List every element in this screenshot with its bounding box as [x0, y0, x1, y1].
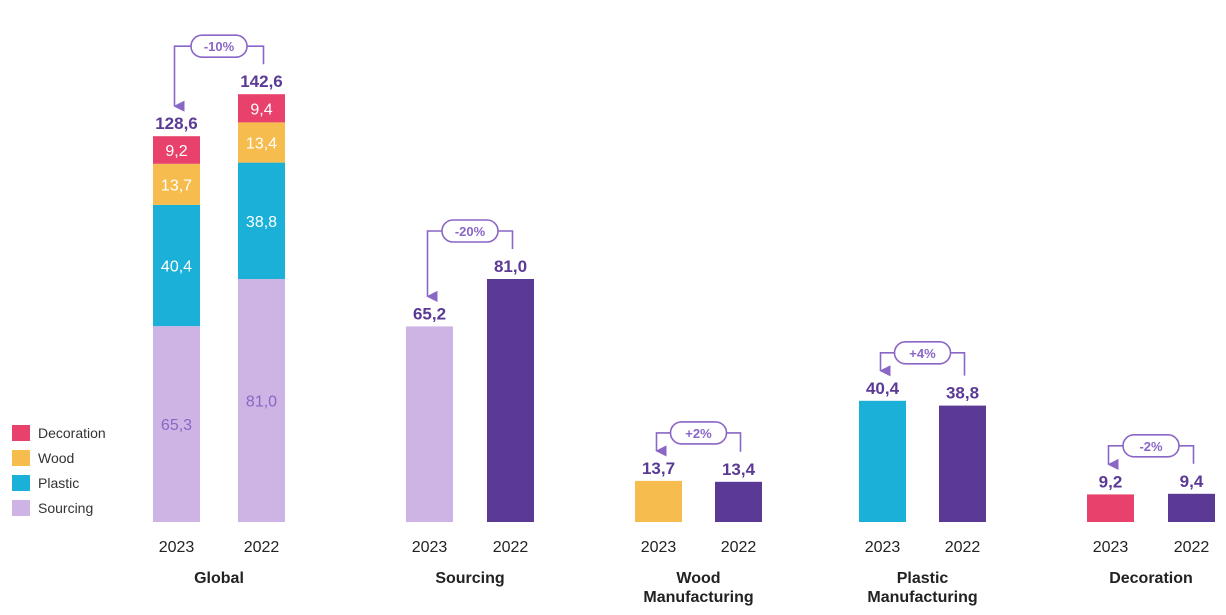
year-label-2022: 2022: [493, 539, 529, 556]
data-label-sourcing-2022: 81,0: [494, 257, 527, 276]
bar-decoration-2023: [1087, 494, 1134, 522]
year-label-2022: 2022: [1174, 539, 1210, 556]
group-label-sourcing: Sourcing: [435, 570, 504, 587]
data-label-decoration-2022: 9,4: [1180, 472, 1204, 491]
legend-label-sourcing: Sourcing: [38, 500, 93, 516]
legend: Decoration Wood Plastic Sourcing: [12, 425, 106, 516]
change-bracket-wood-manufacturing: [726, 432, 742, 452]
bar-sourcing-2022: [487, 279, 534, 522]
data-label-wood-manufacturing-2023: 13,7: [642, 459, 675, 478]
change-label-wood-manufacturing: +2%: [685, 426, 712, 441]
change-bracket-global: [247, 45, 265, 65]
bar-plastic-manufacturing-2022: [939, 405, 986, 522]
change-arrow-plastic-manufacturing: [879, 352, 895, 377]
bar-wood-manufacturing-2022: [715, 481, 762, 522]
bar-global-wood-2022: [238, 122, 285, 163]
year-label-2023: 2023: [412, 539, 448, 556]
data-label-global-sourcing-2022: 81,0: [246, 394, 277, 411]
group-label-decoration: Decoration: [1109, 570, 1193, 587]
data-label-wood-manufacturing-2022: 13,4: [722, 460, 756, 479]
bar-global-sourcing-2022: [238, 279, 285, 522]
legend-swatch-wood: [12, 450, 30, 466]
change-bracket-plastic-manufacturing: [950, 352, 966, 376]
year-label-2023: 2023: [1093, 539, 1129, 556]
change-pill-plastic-manufacturing: [893, 340, 952, 365]
legend-label-plastic: Plastic: [38, 475, 79, 491]
bar-decoration-2022: [1168, 493, 1215, 522]
group-label-wood-manufacturing: Wood Manufacturing: [643, 570, 753, 606]
bar-global-plastic-2022: [238, 162, 285, 279]
change-label-global: -10%: [204, 39, 235, 54]
change-label-decoration: -2%: [1139, 439, 1163, 454]
data-label-global-decoration-2022: 9,4: [250, 101, 272, 118]
change-pill-decoration: [1122, 433, 1180, 458]
group-label-plastic-manufacturing: Plastic Manufacturing: [867, 570, 977, 606]
total-label-2022: 142,6: [240, 72, 283, 91]
change-arrow-sourcing: [426, 230, 442, 302]
data-label-global-wood-2023: 13,7: [161, 177, 192, 194]
legend-swatch-decoration: [12, 425, 30, 441]
data-label-decoration-2023: 9,2: [1099, 472, 1123, 491]
bar-plastic-manufacturing-2023: [859, 400, 906, 522]
change-pill-sourcing: [441, 219, 499, 243]
bar-global-wood-2023: [153, 163, 200, 205]
year-label-2022: 2022: [721, 539, 757, 556]
year-label-2023: 2023: [159, 539, 195, 556]
bar-sourcing-2023: [406, 326, 453, 522]
change-pill-wood-manufacturing: [669, 421, 728, 445]
change-label-sourcing: -20%: [455, 224, 486, 239]
data-label-sourcing-2023: 65,2: [413, 304, 446, 323]
data-label-global-decoration-2023: 9,2: [165, 143, 187, 160]
change-arrow-decoration: [1107, 445, 1123, 470]
data-label-global-plastic-2023: 40,4: [161, 259, 192, 276]
data-label-global-plastic-2022: 38,8: [246, 214, 277, 231]
bar-global-decoration-2023: [153, 136, 200, 164]
year-label-2022: 2022: [244, 539, 280, 556]
bar-global-plastic-2023: [153, 204, 200, 327]
year-label-2023: 2023: [865, 539, 901, 556]
legend-swatch-sourcing: [12, 500, 30, 516]
change-pill-global: [190, 34, 248, 59]
legend-label-decoration: Decoration: [38, 425, 106, 441]
bar-wood-manufacturing-2023: [635, 480, 682, 522]
change-arrow-wood-manufacturing: [655, 432, 671, 457]
bar-global-decoration-2022: [238, 94, 285, 123]
legend-swatch-plastic: [12, 475, 30, 491]
data-label-plastic-manufacturing-2023: 40,4: [866, 379, 900, 398]
year-label-2022: 2022: [945, 539, 981, 556]
year-label-2023: 2023: [641, 539, 677, 556]
data-label-global-sourcing-2023: 65,3: [161, 417, 192, 434]
legend-label-wood: Wood: [38, 450, 74, 466]
group-label-global: Global: [194, 570, 244, 587]
bar-global-sourcing-2023: [153, 326, 200, 522]
change-arrow-global: [173, 45, 191, 112]
data-label-plastic-manufacturing-2022: 38,8: [946, 384, 979, 403]
total-label-2023: 128,6: [155, 114, 198, 133]
data-label-global-wood-2022: 13,4: [246, 136, 277, 153]
change-label-plastic-manufacturing: +4%: [909, 346, 936, 361]
change-bracket-decoration: [1179, 445, 1195, 464]
change-bracket-sourcing: [498, 230, 514, 249]
